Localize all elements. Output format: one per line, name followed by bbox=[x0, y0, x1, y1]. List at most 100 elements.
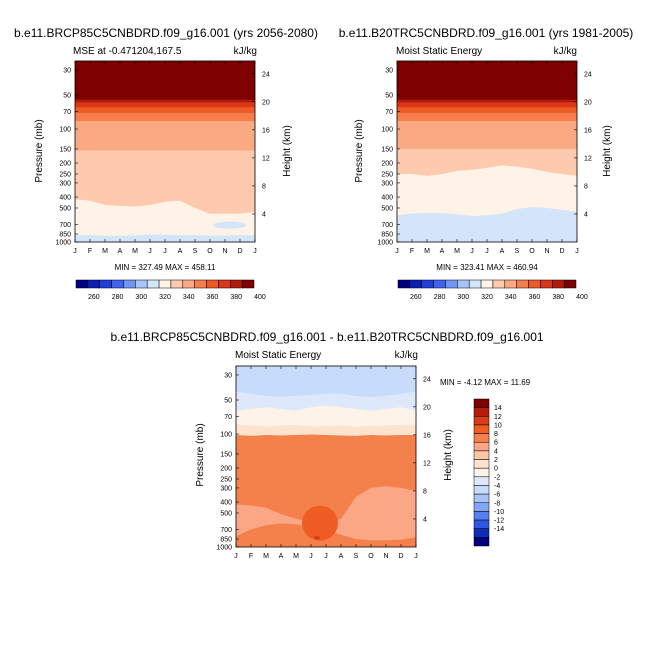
panel-diff-subtitle: Moist Static Energy bbox=[235, 350, 321, 361]
colorbar-box bbox=[123, 279, 136, 289]
panel-rcp85: b.e11.BRCP85C5CNBDRD.f09_g16.001 (yrs 20… bbox=[14, 26, 318, 301]
x-tick-label: J bbox=[253, 248, 257, 255]
x-tick-label: M bbox=[454, 248, 460, 255]
colorbar-label: 340 bbox=[505, 294, 517, 301]
colorbar-box bbox=[473, 511, 490, 521]
colorbar-label: 4 bbox=[494, 448, 498, 455]
y-tick-label: 1000 bbox=[55, 240, 71, 247]
x-tick-label: D bbox=[398, 553, 403, 560]
x-tick-label: D bbox=[237, 248, 242, 255]
x-tick-label: J bbox=[395, 248, 399, 255]
y-tick-label: 250 bbox=[381, 171, 393, 178]
y-tick-label: 100 bbox=[381, 127, 393, 134]
panel-20c-title: b.e11.B20TRC5CNBDRD.f09_g16.001 (yrs 198… bbox=[339, 26, 634, 40]
x-tick-label: D bbox=[559, 248, 564, 255]
colorbar-label: -8 bbox=[494, 500, 500, 507]
y-tick-label: 70 bbox=[224, 414, 232, 421]
x-tick-label: M bbox=[102, 248, 108, 255]
colorbar-box bbox=[135, 279, 148, 289]
colorbar-label: 300 bbox=[135, 294, 147, 301]
contour-fill-group bbox=[75, 61, 255, 242]
y-tick-label: 50 bbox=[385, 93, 393, 100]
x-tick-label: J bbox=[470, 248, 474, 255]
colorbar-box bbox=[421, 279, 434, 289]
height-tick-label: 24 bbox=[262, 71, 270, 78]
colorbar-label: 260 bbox=[410, 294, 422, 301]
panel-diff-ylabel-right: Height (km) bbox=[443, 429, 454, 481]
colorbar-box bbox=[445, 279, 458, 289]
height-tick-label: 16 bbox=[262, 127, 270, 134]
panel-rcp85-title: b.e11.BRCP85C5CNBDRD.f09_g16.001 (yrs 20… bbox=[14, 26, 318, 40]
colorbar-label: 380 bbox=[230, 294, 242, 301]
y-tick-label: 500 bbox=[381, 205, 393, 212]
height-tick-label: 4 bbox=[584, 211, 588, 218]
colorbar-box bbox=[473, 416, 490, 426]
colorbar-box bbox=[473, 467, 490, 478]
x-tick-label: N bbox=[544, 248, 549, 255]
panel-rcp85-subtitle: MSE at -0.471204,167.5 bbox=[73, 46, 182, 57]
colorbar-box bbox=[182, 279, 195, 289]
colorbar-label: 280 bbox=[434, 294, 446, 301]
y-tick-label: 30 bbox=[224, 372, 232, 379]
colorbar-box bbox=[75, 279, 89, 289]
colorbar-rcp85: 260 280 300 320 340 360 380 400 bbox=[75, 279, 266, 301]
x-tick-label: O bbox=[368, 553, 374, 560]
y-tick-label: 150 bbox=[59, 146, 71, 153]
panel-rcp85-stats: MIN = 327.49 MAX = 458.11 bbox=[115, 263, 216, 272]
y-tick-label: 300 bbox=[381, 180, 393, 187]
colorbar-box bbox=[146, 279, 160, 289]
colorbar-label: -4 bbox=[494, 483, 500, 490]
colorbar-box bbox=[473, 519, 490, 529]
x-tick-label: A bbox=[440, 248, 445, 255]
x-tick-label: M bbox=[293, 553, 299, 560]
colorbar-box bbox=[206, 279, 219, 289]
x-tick-label: A bbox=[118, 248, 123, 255]
colorbar-label: 340 bbox=[183, 294, 195, 301]
colorbar-label: 14 bbox=[494, 405, 502, 412]
colorbar-box bbox=[111, 279, 124, 289]
colorbar-label: 12 bbox=[494, 414, 502, 421]
y-tick-label: 250 bbox=[59, 171, 71, 178]
y-tick-label: 150 bbox=[220, 451, 232, 458]
colorbar-box bbox=[473, 502, 490, 512]
colorbar-label: 10 bbox=[494, 422, 502, 429]
x-tick-label: S bbox=[193, 248, 198, 255]
x-tick-label: M bbox=[132, 248, 138, 255]
colorbar-box bbox=[473, 441, 490, 452]
y-tick-label: 500 bbox=[220, 510, 232, 517]
x-tick-label: O bbox=[207, 248, 213, 255]
contour-pocket-320 bbox=[213, 221, 246, 229]
colorbar-box bbox=[473, 407, 490, 417]
colorbar-box bbox=[218, 279, 231, 289]
colorbar-label: 400 bbox=[576, 294, 588, 301]
x-tick-label: A bbox=[279, 553, 284, 560]
contour-layer-320 bbox=[397, 207, 577, 242]
panel-rcp85-ylabel: Pressure (mb) bbox=[34, 119, 45, 182]
x-tick-label: A bbox=[500, 248, 505, 255]
colorbar-label: -6 bbox=[494, 492, 500, 499]
y-tick-label: 200 bbox=[59, 161, 71, 168]
panel-20c-stats: MIN = 323.41 MAX = 460.94 bbox=[436, 263, 538, 272]
x-tick-label: A bbox=[339, 553, 344, 560]
y-tick-label: 400 bbox=[381, 195, 393, 202]
x-tick-label: J bbox=[234, 553, 238, 560]
contour-layer-330 bbox=[75, 199, 255, 242]
y-tick-label: 700 bbox=[220, 527, 232, 534]
panel-20c-ylabel-right: Height (km) bbox=[602, 125, 613, 177]
colorbar-box bbox=[170, 279, 184, 289]
panel-diff: b.e11.BRCP85C5CNBDRD.f09_g16.001 - b.e11… bbox=[110, 330, 543, 560]
colorbar-label: 8 bbox=[494, 431, 498, 438]
height-tick-label: 4 bbox=[262, 211, 266, 218]
colorbar-box bbox=[504, 279, 517, 289]
panel-20c-units: kJ/kg bbox=[554, 46, 577, 57]
colorbar-box bbox=[528, 279, 541, 289]
y-tick-label: 1000 bbox=[216, 545, 232, 552]
height-tick-label: 20 bbox=[584, 99, 592, 106]
y-tick-label: 400 bbox=[59, 195, 71, 202]
x-tick-label: J bbox=[148, 248, 152, 255]
panel-20c-subtitle: Moist Static Energy bbox=[396, 46, 482, 57]
colorbar-label: 360 bbox=[529, 294, 541, 301]
height-tick-label: 12 bbox=[423, 460, 431, 467]
colorbar-box bbox=[480, 279, 494, 289]
height-tick-label: 12 bbox=[584, 155, 592, 162]
